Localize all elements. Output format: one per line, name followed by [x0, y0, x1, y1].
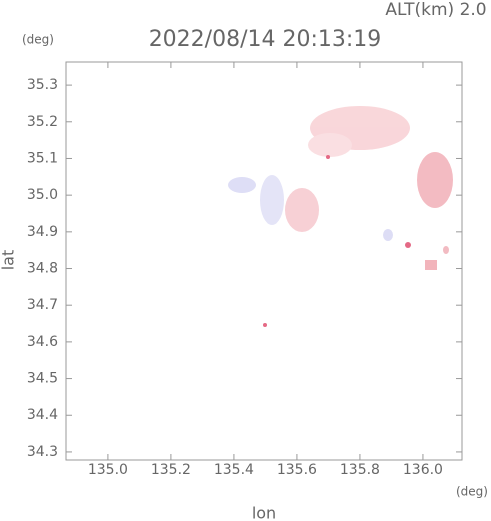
- x-tick-label: 136.0: [403, 462, 443, 478]
- echo: [260, 175, 284, 225]
- echo: [417, 152, 453, 208]
- altitude-label: ALT(km) 2.0: [385, 0, 486, 20]
- x-unit: (deg): [456, 485, 488, 499]
- y-unit: (deg): [22, 33, 54, 47]
- plot-frame: [65, 61, 463, 461]
- echo: [308, 133, 352, 157]
- y-tick-label: 34.8: [27, 261, 58, 277]
- echo: [326, 155, 330, 159]
- y-tick-label: 34.5: [27, 371, 58, 387]
- echo: [228, 177, 256, 193]
- y-tick-label: 35.3: [27, 77, 58, 93]
- echo: [263, 323, 267, 327]
- echo: [425, 260, 437, 270]
- y-tick-label: 34.7: [27, 297, 58, 313]
- y-tick-label: 34.6: [27, 334, 58, 350]
- y-tick-label: 35.1: [27, 150, 58, 166]
- y-tick-label: 35.2: [27, 114, 58, 130]
- x-tick-label: 135.4: [214, 462, 254, 478]
- chart-title: 2022/08/14 20:13:19: [149, 27, 382, 52]
- x-tick-label: 135.8: [340, 462, 380, 478]
- echo: [285, 188, 319, 232]
- echo: [443, 246, 449, 254]
- y-tick-label: 35.0: [27, 187, 58, 203]
- echoes: [228, 106, 453, 327]
- echo: [383, 229, 393, 241]
- x-axis-label: lon: [252, 504, 276, 521]
- x-tick-label: 135.2: [151, 462, 191, 478]
- y-tick-label: 34.4: [27, 407, 58, 423]
- x-tick-label: 135.0: [88, 462, 128, 478]
- y-tick-label: 34.9: [27, 224, 58, 240]
- y-tick-label: 34.3: [27, 444, 58, 460]
- echo: [405, 242, 411, 248]
- x-tick-label: 135.6: [277, 462, 317, 478]
- y-axis-label: lat: [0, 250, 18, 271]
